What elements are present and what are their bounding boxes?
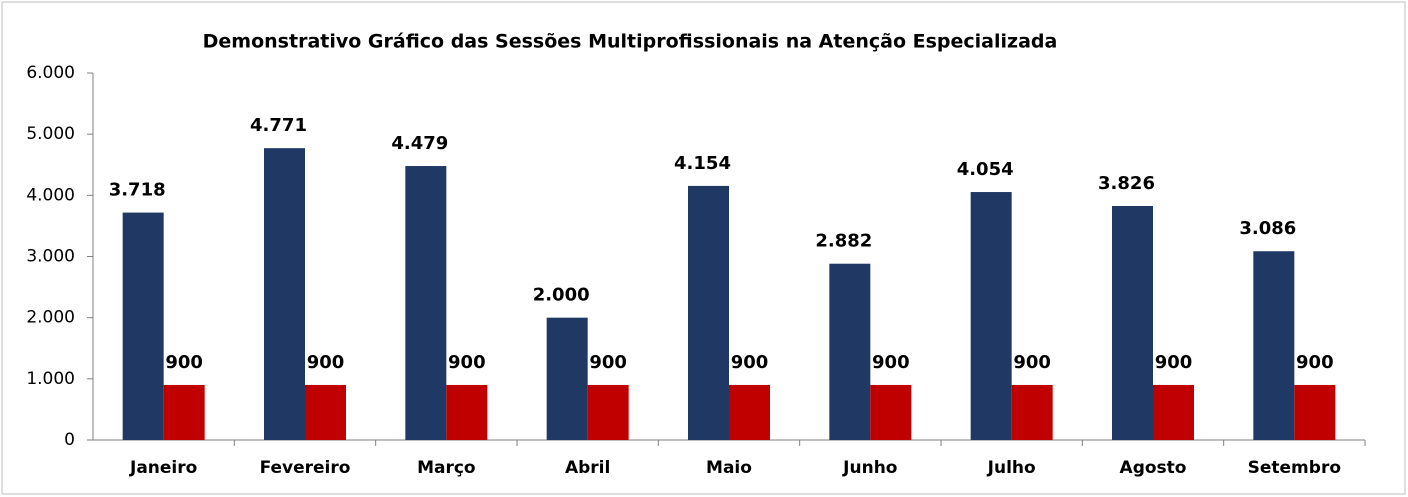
value-label: 900 [448, 352, 486, 373]
bar [870, 384, 912, 440]
value-label: 3.826 [1098, 173, 1155, 194]
bar [446, 384, 488, 440]
y-tick-label: 6.000 [26, 63, 75, 83]
x-tick-label: Junho [842, 458, 897, 478]
value-label: 3.718 [109, 180, 166, 201]
x-tick-label: Março [417, 458, 476, 478]
y-tick-label: 0 [64, 430, 75, 450]
x-tick-label: Fevereiro [260, 458, 351, 478]
x-tick-label: Abril [565, 458, 610, 478]
bar [970, 192, 1012, 440]
value-label: 900 [1296, 352, 1334, 373]
y-tick-label: 4.000 [26, 185, 75, 205]
x-tick-label: Janeiro [129, 458, 197, 478]
bar [1253, 251, 1295, 440]
bar [1153, 384, 1194, 440]
value-label: 900 [589, 352, 627, 373]
bar [729, 384, 770, 440]
bar [546, 317, 588, 440]
value-label: 4.479 [391, 133, 448, 154]
y-tick-label: 3.000 [26, 247, 75, 267]
bar [405, 166, 447, 441]
value-label: 2.000 [533, 285, 590, 306]
bar [688, 185, 729, 440]
bar [305, 384, 346, 440]
value-label: 4.054 [957, 159, 1014, 180]
bar [1112, 205, 1153, 440]
value-label: 900 [1155, 352, 1193, 373]
value-label: 2.882 [815, 231, 872, 252]
bar [122, 212, 164, 440]
bar [264, 148, 305, 440]
x-tick-label: Agosto [1120, 458, 1187, 478]
value-label: 4.154 [674, 153, 731, 174]
y-tick-label: 5.000 [26, 124, 75, 144]
chart-title: Demonstrativo Gráfico das Sessões Multip… [203, 31, 1058, 53]
bar [587, 384, 629, 440]
value-label: 3.086 [1239, 218, 1296, 239]
x-tick-label: Julho [987, 458, 1036, 478]
x-tick-label: Setembro [1248, 458, 1341, 478]
bar [163, 384, 205, 440]
y-tick-label: 2.000 [26, 308, 75, 328]
y-tick-label: 1.000 [26, 369, 75, 389]
bar [1011, 384, 1053, 440]
value-label: 900 [307, 352, 345, 373]
value-label: 900 [165, 352, 203, 373]
value-label: 900 [1013, 352, 1051, 373]
bar [1294, 384, 1336, 440]
x-tick-label: Maio [706, 458, 752, 478]
value-label: 4.771 [250, 115, 307, 136]
value-label: 900 [872, 352, 910, 373]
bar [829, 263, 871, 440]
value-label: 900 [731, 352, 769, 373]
